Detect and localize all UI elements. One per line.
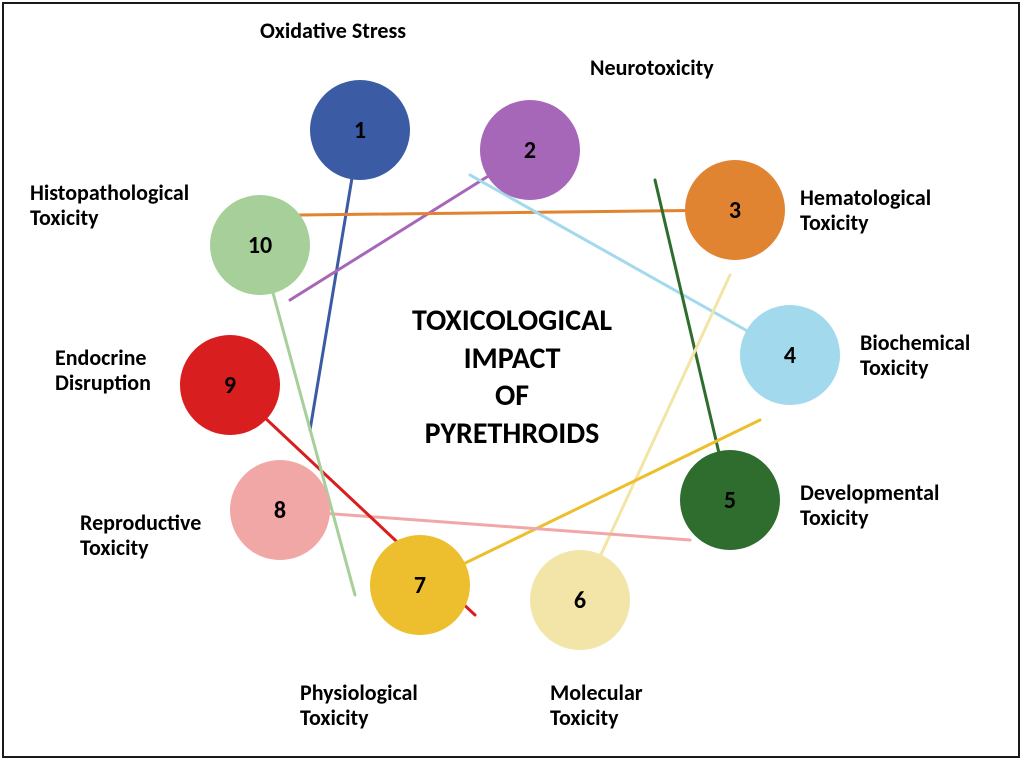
node-circle: 2 [480,100,580,200]
node-circle: 9 [180,335,280,435]
node-circle: 4 [740,305,840,405]
node-label: Reproductive Toxicity [80,510,201,561]
node-circle: 1 [310,80,410,180]
node-number: 9 [224,371,236,400]
center-title: TOXICOLOGICALIMPACTOFPYRETHROIDS [332,302,692,452]
center-title-line: IMPACT [332,340,692,378]
node-circle: 5 [680,450,780,550]
node-circle: 8 [230,460,330,560]
node-label: Molecular Toxicity [550,680,643,731]
node-number: 8 [274,496,286,525]
node-number: 7 [414,571,426,600]
center-title-line: OF [332,377,692,415]
node-label: Neurotoxicity [590,55,714,80]
node-label: Oxidative Stress [260,18,406,43]
node-label: Physiological Toxicity [300,680,418,731]
node-number: 4 [784,341,796,370]
node-number: 3 [729,196,741,225]
node-number: 1 [354,116,366,145]
node-circle: 3 [685,160,785,260]
diagram-stage: TOXICOLOGICALIMPACTOFPYRETHROIDS 1 Oxidat… [0,0,1024,762]
connector-line [280,510,690,540]
node-number: 5 [724,486,736,515]
node-circle: 7 [370,535,470,635]
center-title-line: PYRETHROIDS [332,415,692,453]
center-title-line: TOXICOLOGICAL [332,302,692,340]
node-label: Developmental Toxicity [800,480,939,531]
node-circle: 10 [210,195,310,295]
node-label: Endocrine Disruption [55,345,151,396]
connector-line [300,210,735,215]
node-label: Hematological Toxicity [800,185,931,236]
node-label: Biochemical Toxicity [860,330,970,381]
node-number: 10 [248,231,272,260]
node-number: 6 [574,586,586,615]
node-label: Histopathological Toxicity [30,180,189,231]
node-circle: 6 [530,550,630,650]
node-number: 2 [524,136,536,165]
